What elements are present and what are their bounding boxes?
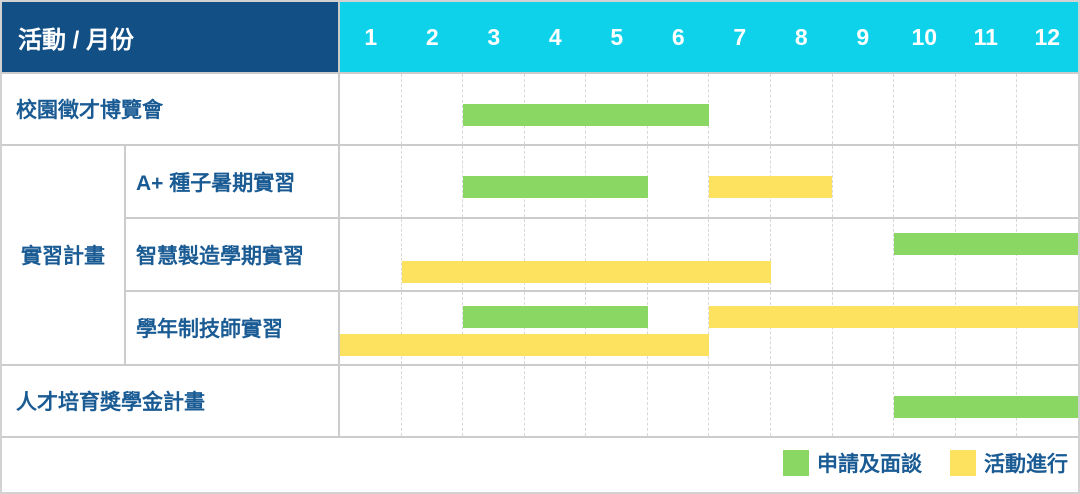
month-gridline bbox=[585, 366, 647, 436]
month-gridline bbox=[831, 74, 894, 144]
month-gridline bbox=[1016, 74, 1078, 144]
row-label-academic-year-technician-internship: 學年制技師實習 bbox=[126, 292, 340, 366]
legend-label: 活動進行 bbox=[984, 453, 1068, 476]
group-label-internship-program: 實習計畫 bbox=[2, 146, 126, 366]
month-gridline bbox=[340, 74, 401, 144]
month-gridline bbox=[893, 292, 955, 364]
month-label: 12 bbox=[1034, 23, 1061, 50]
month-gridline bbox=[770, 74, 832, 144]
month-gridline bbox=[770, 366, 832, 436]
month-label: 11 bbox=[973, 23, 998, 50]
month-label: 8 bbox=[794, 23, 808, 50]
month-label: 10 bbox=[911, 23, 938, 50]
gantt-row-smart-mfg-semester-internship bbox=[340, 219, 1078, 292]
gantt-bar bbox=[893, 396, 1078, 418]
gantt-bar bbox=[893, 233, 1078, 255]
row-label-aplus-summer-internship: A+ 種子暑期實習 bbox=[126, 146, 340, 219]
month-gridline bbox=[400, 292, 463, 364]
month-gridline bbox=[1016, 292, 1078, 364]
month-gridline bbox=[708, 292, 770, 364]
month-gridline bbox=[462, 366, 524, 436]
month-gridline bbox=[340, 146, 401, 217]
month-gridline bbox=[523, 366, 586, 436]
gantt-bar bbox=[463, 104, 709, 126]
month-label: 6 bbox=[671, 23, 685, 50]
row-label-text: 智慧製造學期實習 bbox=[136, 244, 304, 268]
group-label-text: 實習計畫 bbox=[21, 245, 105, 268]
row-label-text: 人才培育獎學金計畫 bbox=[16, 391, 205, 414]
legend-label: 申請及面談 bbox=[817, 453, 922, 476]
month-label: 3 bbox=[487, 23, 501, 50]
month-label: 7 bbox=[733, 23, 747, 50]
month-gridline bbox=[340, 366, 401, 436]
month-gridline bbox=[462, 292, 524, 364]
row-label-smart-mfg-semester-internship: 智慧製造學期實習 bbox=[126, 219, 340, 292]
month-gridline bbox=[770, 219, 832, 290]
month-gridline bbox=[462, 219, 524, 290]
month-gridline bbox=[831, 219, 894, 290]
month-gridline bbox=[831, 146, 894, 217]
month-label: 5 bbox=[610, 23, 624, 50]
month-gridline bbox=[708, 219, 770, 290]
month-gridline bbox=[400, 146, 463, 217]
gantt-bar bbox=[709, 176, 832, 198]
month-gridline bbox=[708, 146, 770, 217]
month-gridline bbox=[770, 292, 832, 364]
month-gridline bbox=[831, 366, 894, 436]
month-gridline bbox=[831, 292, 894, 364]
month-gridline bbox=[646, 146, 709, 217]
gantt-row-talent-scholarship-program bbox=[340, 366, 1078, 438]
legend-item-apply-interview: 申請及面談 bbox=[783, 448, 922, 478]
row-label-text: 校園徵才博覽會 bbox=[16, 99, 163, 122]
month-gridline bbox=[462, 146, 524, 217]
month-label: 2 bbox=[425, 23, 439, 50]
legend-item-activity-ongoing: 活動進行 bbox=[950, 448, 1068, 478]
month-gridline bbox=[1016, 146, 1078, 217]
gantt-row-academic-year-technician-internship bbox=[340, 292, 1078, 366]
row-label-text: 學年制技師實習 bbox=[136, 318, 283, 341]
gantt-bar bbox=[463, 306, 648, 328]
legend-swatch-green bbox=[783, 450, 809, 476]
month-gridline bbox=[400, 74, 463, 144]
month-label: 1 bbox=[364, 23, 378, 50]
month-gridline bbox=[340, 219, 401, 290]
month-gridline bbox=[400, 219, 463, 290]
gantt-bar bbox=[463, 176, 648, 198]
month-gridline bbox=[646, 292, 709, 364]
month-gridline bbox=[523, 219, 586, 290]
month-gridline bbox=[708, 74, 770, 144]
gantt-row-campus-fair bbox=[340, 74, 1078, 146]
month-gridline bbox=[585, 219, 647, 290]
month-gridline bbox=[893, 74, 955, 144]
month-gridline bbox=[462, 74, 524, 144]
header-title: 活動 / 月份 bbox=[18, 26, 135, 54]
legend: 申請及面談 活動進行 bbox=[2, 438, 1078, 488]
header-months-row: 1 2 3 4 5 6 7 8 9 10 11 12 bbox=[340, 2, 1078, 74]
month-gridline bbox=[708, 366, 770, 436]
row-label-talent-scholarship-program: 人才培育獎學金計畫 bbox=[2, 366, 340, 438]
month-label: 4 bbox=[548, 23, 562, 50]
header-title-cell: 活動 / 月份 bbox=[2, 2, 340, 74]
month-gridline bbox=[585, 292, 647, 364]
month-gridline bbox=[400, 366, 463, 436]
row-label-text: A+ 種子暑期實習 bbox=[136, 171, 296, 195]
month-gridline bbox=[954, 146, 1017, 217]
month-gridline bbox=[954, 74, 1017, 144]
month-gridline bbox=[646, 366, 709, 436]
month-gridline bbox=[646, 219, 709, 290]
row-label-campus-fair: 校園徵才博覽會 bbox=[2, 74, 340, 146]
gantt-bar bbox=[709, 306, 1078, 328]
month-gridline bbox=[893, 146, 955, 217]
month-label: 9 bbox=[856, 23, 870, 50]
gantt-bar bbox=[340, 334, 709, 356]
legend-swatch-yellow bbox=[950, 450, 976, 476]
month-gridline bbox=[523, 292, 586, 364]
gantt-bar bbox=[401, 261, 771, 283]
month-gridline bbox=[954, 292, 1017, 364]
gantt-row-aplus-summer-internship bbox=[340, 146, 1078, 219]
